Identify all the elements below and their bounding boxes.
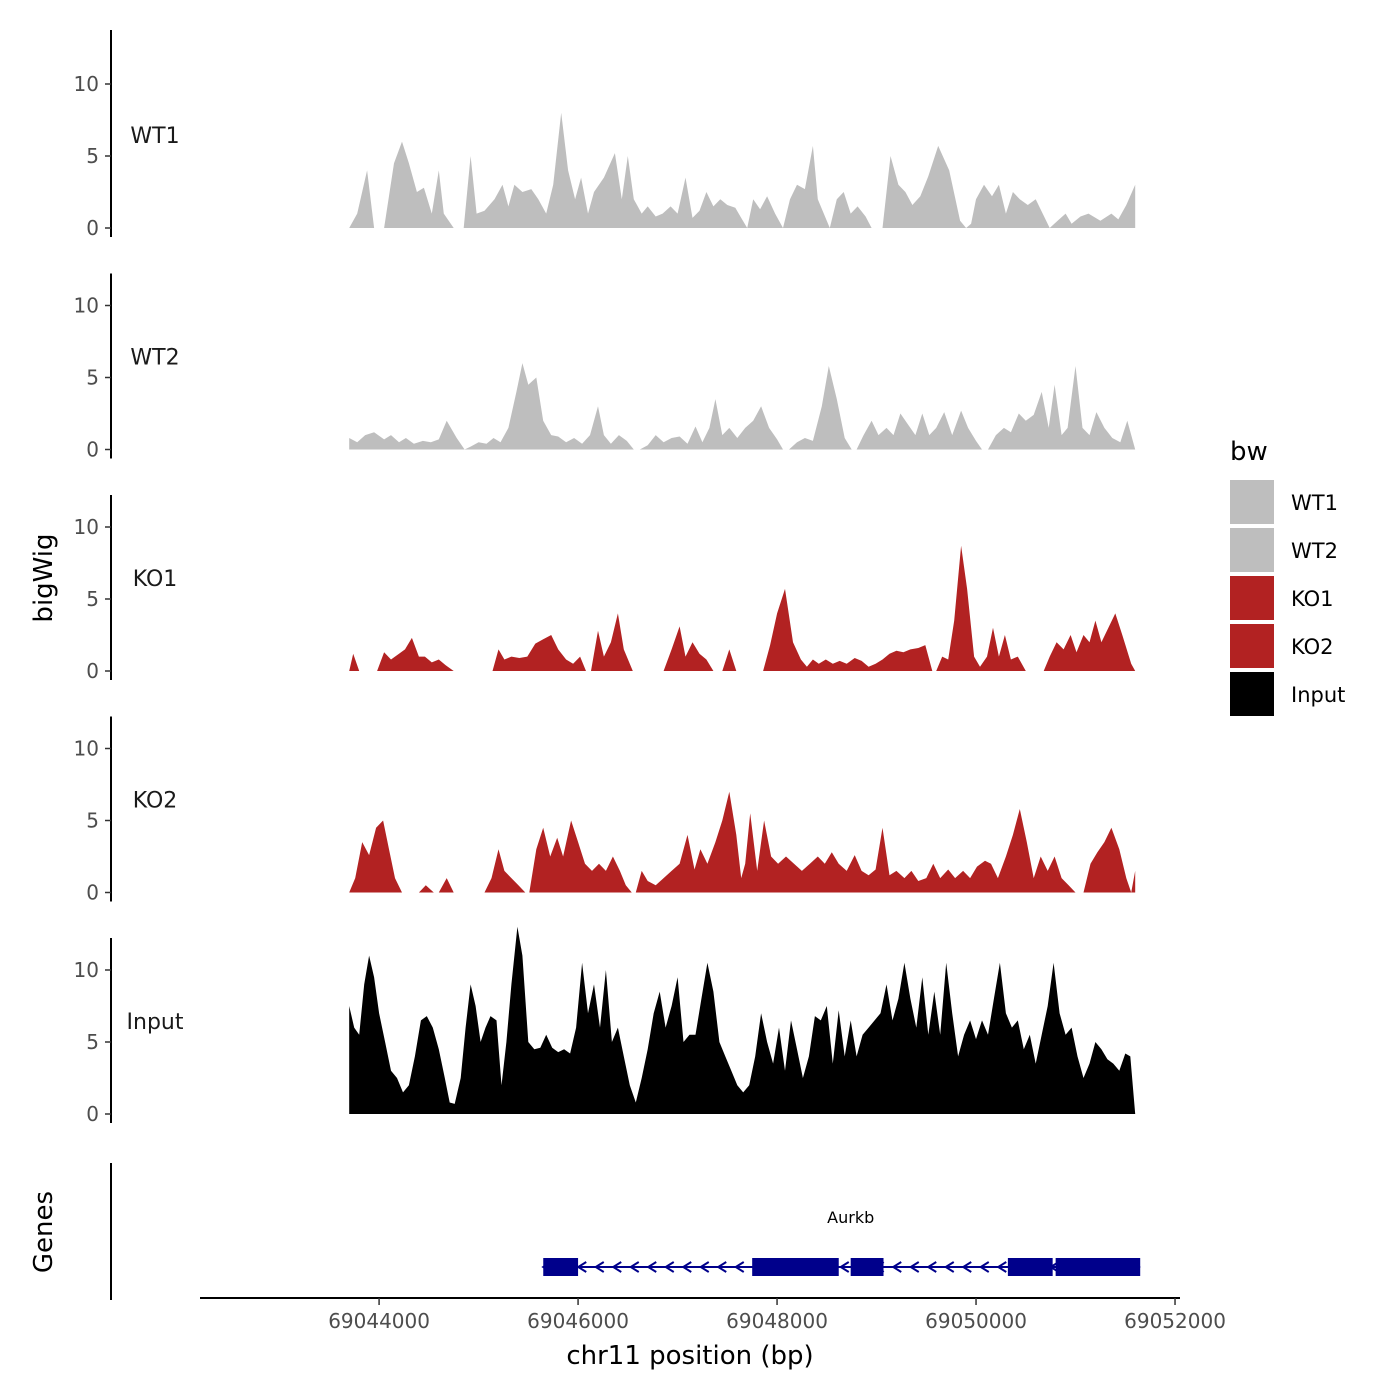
x-tick-label-69050000: 69050000 [925, 1309, 1027, 1333]
signal-area-ko1 [349, 545, 1136, 671]
track-ko1: 0 5 10 KO1 [74, 495, 1136, 683]
y-tick-label-ko1-5: 5 [86, 587, 99, 611]
x-tick-label-69052000: 69052000 [1124, 1309, 1226, 1333]
gene-track: Genes Aurkb [29, 1163, 1141, 1300]
gene-exon-5 [1055, 1258, 1141, 1276]
track-label-input: Input [127, 1010, 184, 1035]
legend-title: bw [1230, 437, 1268, 467]
gene-exon-4 [1007, 1258, 1053, 1276]
signal-tracks: 0 5 10 WT1 0 5 10 WT2 0 5 10 KO1 0 5 10 KO2 0 5 10 Input [74, 30, 1136, 1126]
track-input: 0 5 10 Input [74, 926, 1136, 1126]
y-tick-label-wt1-10: 10 [74, 72, 99, 96]
signal-area-wt2 [349, 363, 1136, 450]
gene-strand-arrow [978, 1261, 990, 1273]
x-tick-label-69048000: 69048000 [726, 1309, 828, 1333]
genes-axis-title: Genes [29, 1191, 59, 1273]
gene-strand-arrow [576, 1261, 587, 1273]
y-tick-label-wt1-5: 5 [86, 144, 99, 168]
signal-area-ko2 [349, 791, 1136, 893]
gene-strand-arrow [663, 1261, 675, 1273]
gene-strand-arrow [838, 1261, 850, 1273]
gene-strand-arrow [996, 1261, 1007, 1273]
y-tick-label-wt2-5: 5 [86, 366, 99, 390]
y-tick-label-wt2-10: 10 [74, 294, 99, 318]
gene-strand-arrow [593, 1261, 605, 1273]
gene-strand-arrow [891, 1261, 902, 1273]
track-label-wt2: WT2 [130, 346, 179, 371]
gene-strand-arrow [961, 1261, 972, 1273]
track-label-ko2: KO2 [133, 789, 178, 814]
y-tick-label-input-0: 0 [86, 1102, 99, 1126]
gene-strand-arrow [681, 1261, 692, 1273]
legend-label-wt2: WT2 [1291, 539, 1338, 563]
y-axis-title: bigWig [29, 533, 59, 622]
legend-swatch-ko2 [1230, 624, 1274, 668]
track-ko2: 0 5 10 KO2 [74, 716, 1136, 905]
track-label-wt1: WT1 [130, 124, 179, 149]
track-label-ko1: KO1 [133, 567, 178, 592]
y-tick-label-ko1-10: 10 [74, 515, 99, 539]
signal-area-wt1 [349, 112, 1136, 228]
legend-swatch-wt2 [1230, 528, 1274, 572]
gene-exon-3 [850, 1258, 884, 1276]
legend: bw WT1 WT2 KO1 KO2 Input [1230, 437, 1345, 716]
y-tick-label-ko2-0: 0 [86, 881, 99, 905]
y-tick-label-ko2-5: 5 [86, 809, 99, 833]
gene-exon-2 [752, 1258, 839, 1276]
legend-swatch-wt1 [1230, 480, 1274, 524]
track-wt2: 0 5 10 WT2 [74, 273, 1136, 462]
gene-label-aurkb: Aurkb [827, 1208, 874, 1227]
legend-label-ko2: KO2 [1291, 635, 1334, 659]
y-tick-label-ko2-10: 10 [74, 737, 99, 761]
gene-strand-arrow [698, 1261, 710, 1273]
signal-area-input [349, 926, 1136, 1114]
legend-swatch-ko1 [1230, 576, 1274, 620]
gene-strand-arrow [611, 1261, 622, 1273]
gene-strand-arrow [908, 1261, 920, 1273]
track-wt1: 0 5 10 WT1 [74, 30, 1136, 240]
gene-strand-arrow [628, 1261, 640, 1273]
x-axis-title: chr11 position (bp) [566, 1341, 813, 1371]
y-tick-label-input-10: 10 [74, 958, 99, 982]
legend-swatch-input [1230, 672, 1274, 716]
gene-strand-arrow [733, 1261, 745, 1273]
legend-label-wt1: WT1 [1291, 491, 1338, 515]
y-tick-label-wt2-0: 0 [86, 438, 99, 462]
y-tick-label-ko1-0: 0 [86, 659, 99, 683]
gene-strand-arrow [716, 1261, 727, 1273]
gene-strand-arrow [943, 1261, 955, 1273]
gene-strand-arrow [646, 1261, 657, 1273]
gene-exon-1 [543, 1258, 579, 1276]
x-tick-label-69046000: 69046000 [527, 1309, 629, 1333]
legend-label-ko1: KO1 [1291, 587, 1334, 611]
y-tick-label-wt1-0: 0 [86, 216, 99, 240]
legend-label-input: Input [1291, 683, 1345, 707]
y-tick-label-input-5: 5 [86, 1030, 99, 1054]
x-tick-label-69044000: 69044000 [328, 1309, 430, 1333]
x-axis: chr11 position (bp) 69044000 69046000 6904… [200, 1297, 1226, 1371]
gene-strand-arrow [926, 1261, 937, 1273]
